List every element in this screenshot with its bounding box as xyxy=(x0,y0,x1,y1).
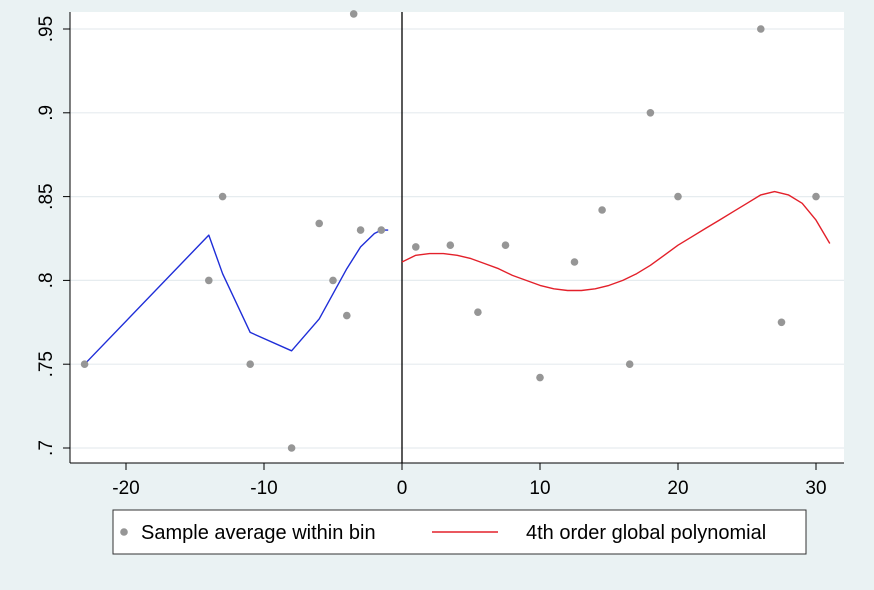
scatter-point xyxy=(446,241,455,249)
scatter-point xyxy=(377,226,386,234)
axes xyxy=(69,12,844,464)
x-tick-label: 10 xyxy=(529,478,550,499)
scatter-point xyxy=(315,219,324,228)
scatter-point xyxy=(349,10,358,18)
legend-label-line: 4th order global polynomial xyxy=(526,522,766,544)
scatter-point xyxy=(757,25,765,33)
scatter-point xyxy=(598,206,606,214)
scatter-point xyxy=(246,360,254,369)
scatter-point xyxy=(329,276,337,285)
plot-area xyxy=(70,12,844,463)
scatter-point xyxy=(625,360,634,369)
scatter-point xyxy=(412,243,420,251)
x-tick-label: -20 xyxy=(112,478,139,499)
gridlines xyxy=(70,28,844,449)
scatter-point xyxy=(501,241,510,249)
x-axis-ticks: -20 -10 0 10 20 30 xyxy=(112,463,827,499)
scatter-point xyxy=(218,192,227,201)
scatter-point xyxy=(536,373,544,382)
scatter-point xyxy=(474,308,482,317)
legend: Sample average within bin 4th order glob… xyxy=(112,509,807,555)
x-tick-label: 0 xyxy=(397,478,408,499)
y-tick-label: .7 xyxy=(36,440,57,456)
scatter-point xyxy=(812,192,820,201)
x-tick-label: 30 xyxy=(805,478,826,499)
legend-label-points: Sample average within bin xyxy=(141,522,376,544)
y-tick-label: .95 xyxy=(36,16,57,42)
scatter-point xyxy=(80,360,89,369)
scatter-point xyxy=(356,226,365,234)
scatter-point xyxy=(570,258,579,266)
scatter-point xyxy=(646,109,655,117)
y-tick-label: .75 xyxy=(36,351,57,377)
scatter-point xyxy=(205,276,213,285)
y-tick-label: .8 xyxy=(36,272,57,288)
legend-marker-points xyxy=(120,528,128,536)
scatter-point xyxy=(287,444,296,452)
scatter-point xyxy=(674,192,682,201)
y-axis-ticks: .7 .75 .8 .85 .9 .95 xyxy=(36,16,70,456)
scatter-point xyxy=(777,318,786,327)
y-tick-label: .9 xyxy=(36,105,57,121)
fit-lines xyxy=(84,190,831,365)
fit-line-left xyxy=(84,229,389,365)
fit-line-right xyxy=(401,190,831,292)
y-tick-label: .85 xyxy=(36,183,57,209)
x-tick-label: -10 xyxy=(250,478,277,499)
scatter-points xyxy=(80,10,820,452)
x-tick-label: 20 xyxy=(667,478,688,499)
scatter-point xyxy=(343,311,351,320)
